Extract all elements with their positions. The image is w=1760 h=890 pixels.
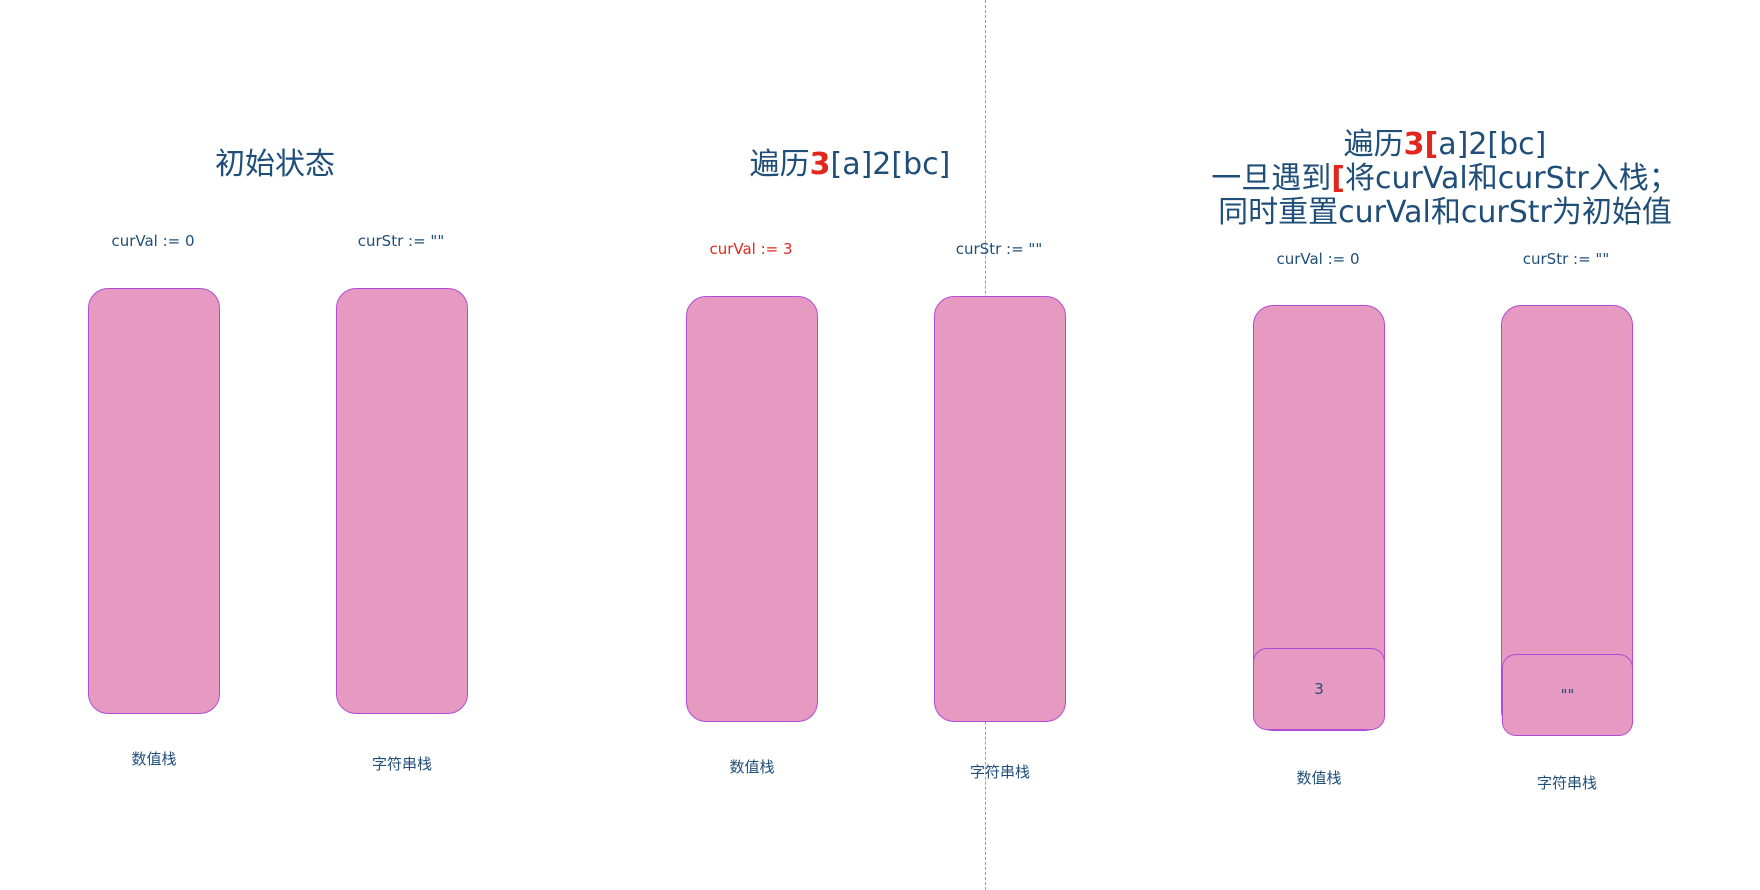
panel3-string-stack-item: "" [1502,654,1633,736]
panel3-value-stack-item: 3 [1253,648,1385,730]
panel2-string-stack [934,296,1066,722]
panel3-title-line2: 一旦遇到[将curVal和curStr入栈； [1195,162,1695,196]
panel2-curstr-label: curStr := "" [955,240,1043,258]
panel3-curstr-label: curStr := "" [1522,250,1610,268]
panel1-string-stack [336,288,468,714]
panel1-value-stack [88,288,220,714]
panel2-title-highlight: 3 [809,147,831,182]
panel1-curval-label: curVal := 0 [111,232,195,250]
panel1-string-stack-name: 字符串栈 [371,755,432,773]
panel3-curval-label: curVal := 0 [1276,250,1360,268]
panel3-line1-highlight: 3[ [1403,127,1439,162]
panel1-value-stack-name: 数值栈 [131,750,177,768]
panel2-title: 遍历3[a]2[bc] [700,148,1000,182]
panel3-line1-rest: a]2[bc] [1438,127,1547,162]
panel2-curval-label: curVal := 3 [709,240,793,258]
panel3-line2-prefix: 一旦遇到 [1211,161,1332,196]
panel3-title-line3: 同时重置curVal和curStr为初始值 [1218,195,1672,230]
panel3-string-stack-name: 字符串栈 [1536,774,1597,792]
panel3-value-stack-name: 数值栈 [1296,769,1342,787]
panel3-line2-rest: 将curVal和curStr入栈； [1344,161,1679,196]
panel3-line2-highlight: [ [1331,161,1345,196]
panel2-title-prefix: 遍历 [749,147,810,182]
panel2-value-stack-name: 数值栈 [729,758,775,776]
panel1-title: 初始状态 [215,147,335,182]
panel2-value-stack [686,296,818,722]
panel3-title-line1: 遍历3[a]2[bc] [1245,128,1645,162]
panel1-curstr-label: curStr := "" [357,232,445,250]
panel3-line1-prefix: 遍历 [1343,127,1404,162]
panel2-title-rest: [a]2[bc] [830,147,951,182]
panel2-string-stack-name: 字符串栈 [969,763,1030,781]
